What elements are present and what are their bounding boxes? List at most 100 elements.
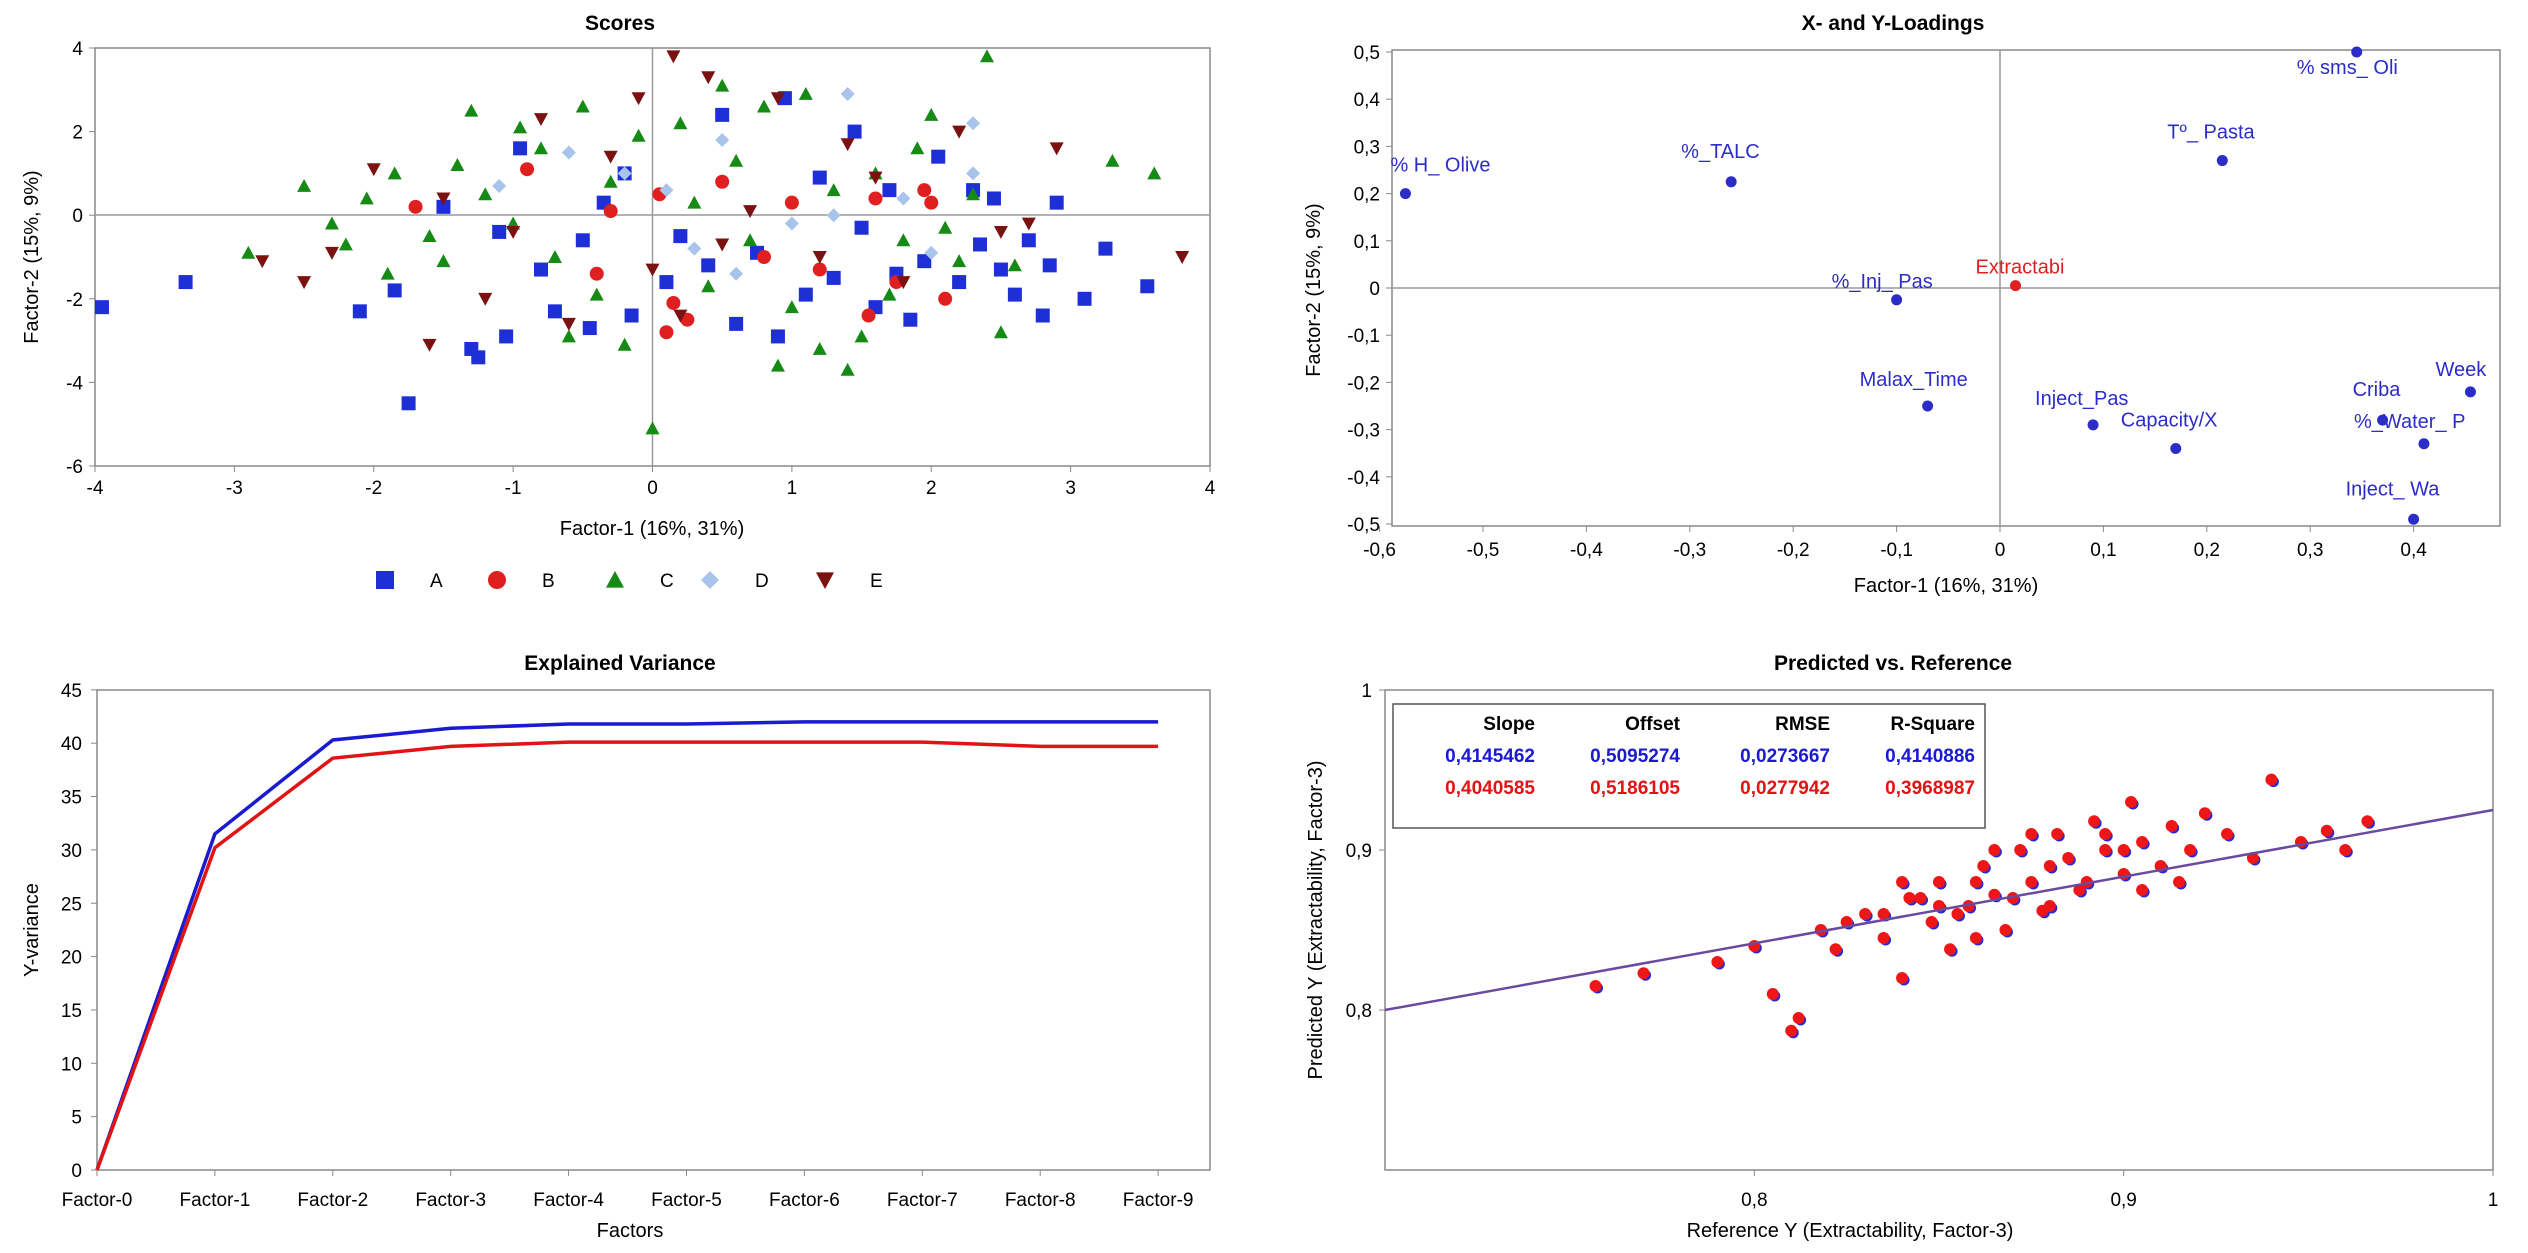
score-point-a: [729, 316, 744, 331]
stats-header: R-Square: [1891, 714, 1975, 735]
x-tick-label: Factor-4: [533, 1190, 604, 1211]
score-point-e: [631, 92, 646, 106]
score-point-a: [1140, 279, 1155, 294]
y-tick-label: 30: [61, 841, 82, 862]
score-point-a: [812, 170, 827, 185]
score-point-a: [1021, 233, 1036, 248]
loading-point: [2216, 155, 2228, 167]
variance-title: Explained Variance: [524, 652, 715, 675]
predicted-point: [2088, 815, 2101, 828]
scores-points: [94, 49, 1190, 435]
score-point-b: [520, 162, 535, 177]
variance-y-label: Y-variance: [21, 883, 43, 977]
predicted-point: [1925, 916, 1938, 928]
score-point-b: [917, 183, 932, 198]
score-point-c: [464, 103, 479, 117]
score-point-d: [896, 191, 911, 206]
y-tick-label: 4: [72, 39, 83, 60]
score-point-b: [680, 312, 695, 327]
predicted-point: [2014, 844, 2027, 856]
predicted-point: [2117, 844, 2130, 856]
score-point-c: [757, 99, 771, 113]
score-point-c: [854, 329, 869, 343]
score-point-a: [917, 254, 932, 269]
loading-label: Extractabi: [1976, 257, 2065, 279]
predicted-point: [1829, 943, 1842, 956]
predicted-point: [1785, 1024, 1798, 1037]
x-tick-label: Factor-6: [769, 1190, 840, 1211]
x-tick-label: -0,4: [1570, 540, 1603, 561]
score-point-b: [589, 266, 604, 281]
score-point-c: [617, 337, 632, 351]
score-point-b: [757, 250, 771, 264]
loading-label: Week: [2435, 359, 2487, 381]
score-point-e: [603, 150, 618, 164]
loading-point: [2464, 386, 2476, 398]
predicted-point: [2184, 844, 2197, 856]
stats-header: Offset: [1625, 714, 1681, 735]
score-point-d: [924, 245, 939, 260]
variance-line: [95, 740, 1159, 1171]
y-tick-label: -0,1: [1347, 326, 1380, 347]
scores-title: Scores: [585, 12, 655, 35]
stats-value: 0,4140886: [1885, 746, 1975, 767]
stats-header: Slope: [1483, 714, 1535, 735]
x-tick-label: 4: [1205, 478, 1216, 499]
score-point-a: [1035, 308, 1050, 323]
stats-value: 0,0277942: [1740, 778, 1830, 799]
score-point-c: [380, 266, 395, 280]
score-point-c: [603, 174, 618, 188]
score-point-a: [513, 141, 528, 156]
predicted-point: [1969, 932, 1982, 944]
score-point-d: [492, 178, 507, 193]
score-point-a: [903, 312, 918, 327]
predicted-point: [1951, 908, 1964, 920]
score-point-e: [422, 338, 437, 352]
score-point-d: [617, 166, 632, 181]
score-point-c: [798, 86, 813, 100]
y-tick-label: 20: [61, 948, 82, 969]
score-point-e: [645, 263, 660, 277]
scores-y-ticks: -6 -4 -2 0 2 4: [66, 39, 95, 478]
loading-point: [1725, 176, 1737, 188]
x-tick-label: 0,1: [2090, 540, 2116, 561]
score-point-d: [561, 145, 576, 160]
variance-lines: [95, 720, 1159, 1171]
x-tick-label: -0,5: [1467, 540, 1500, 561]
stats-box-frame: [1392, 703, 1986, 829]
predicted-point: [1766, 988, 1779, 1000]
y-tick-label: 0: [71, 1161, 82, 1182]
x-tick-label: -0,3: [1673, 540, 1706, 561]
score-point-c: [826, 183, 841, 197]
predicted-point: [1877, 932, 1890, 944]
x-tick-label: 0: [647, 478, 658, 499]
score-point-a: [1077, 291, 1092, 306]
loading-point: [2418, 438, 2430, 450]
score-point-b: [666, 295, 681, 310]
score-point-e: [297, 276, 312, 290]
variance-x-ticks: Factor-0 Factor-1 Factor-2 Factor-3 Factor-4…: [62, 1170, 1193, 1211]
y-tick-label: 10: [61, 1054, 82, 1075]
variance-x-label: Factors: [597, 1220, 664, 1242]
y-tick-label: 0: [1369, 279, 1380, 300]
score-point-a: [715, 107, 730, 122]
score-point-b: [868, 191, 883, 206]
predicted-point: [2165, 820, 2178, 832]
score-point-c: [966, 187, 981, 201]
stats-value: 0,0273667: [1740, 746, 1830, 767]
score-point-b: [924, 195, 939, 210]
score-point-c: [840, 362, 855, 376]
y-tick-label: 5: [71, 1108, 82, 1129]
score-point-d: [729, 266, 744, 281]
score-point-e: [715, 238, 730, 252]
score-point-a: [94, 300, 109, 315]
score-point-a: [575, 233, 590, 248]
y-tick-label: 45: [61, 681, 82, 702]
predicted-y-label: Predicted Y (Extractability, Factor-3): [1305, 760, 1327, 1079]
x-tick-label: 3: [1065, 478, 1076, 499]
x-tick-label: 0,9: [2110, 1190, 2136, 1211]
score-point-a: [387, 283, 402, 298]
loading-point: [1399, 188, 1411, 200]
loading-label: %_Water_ P: [2354, 411, 2466, 433]
legend-marker-c: [606, 571, 624, 588]
